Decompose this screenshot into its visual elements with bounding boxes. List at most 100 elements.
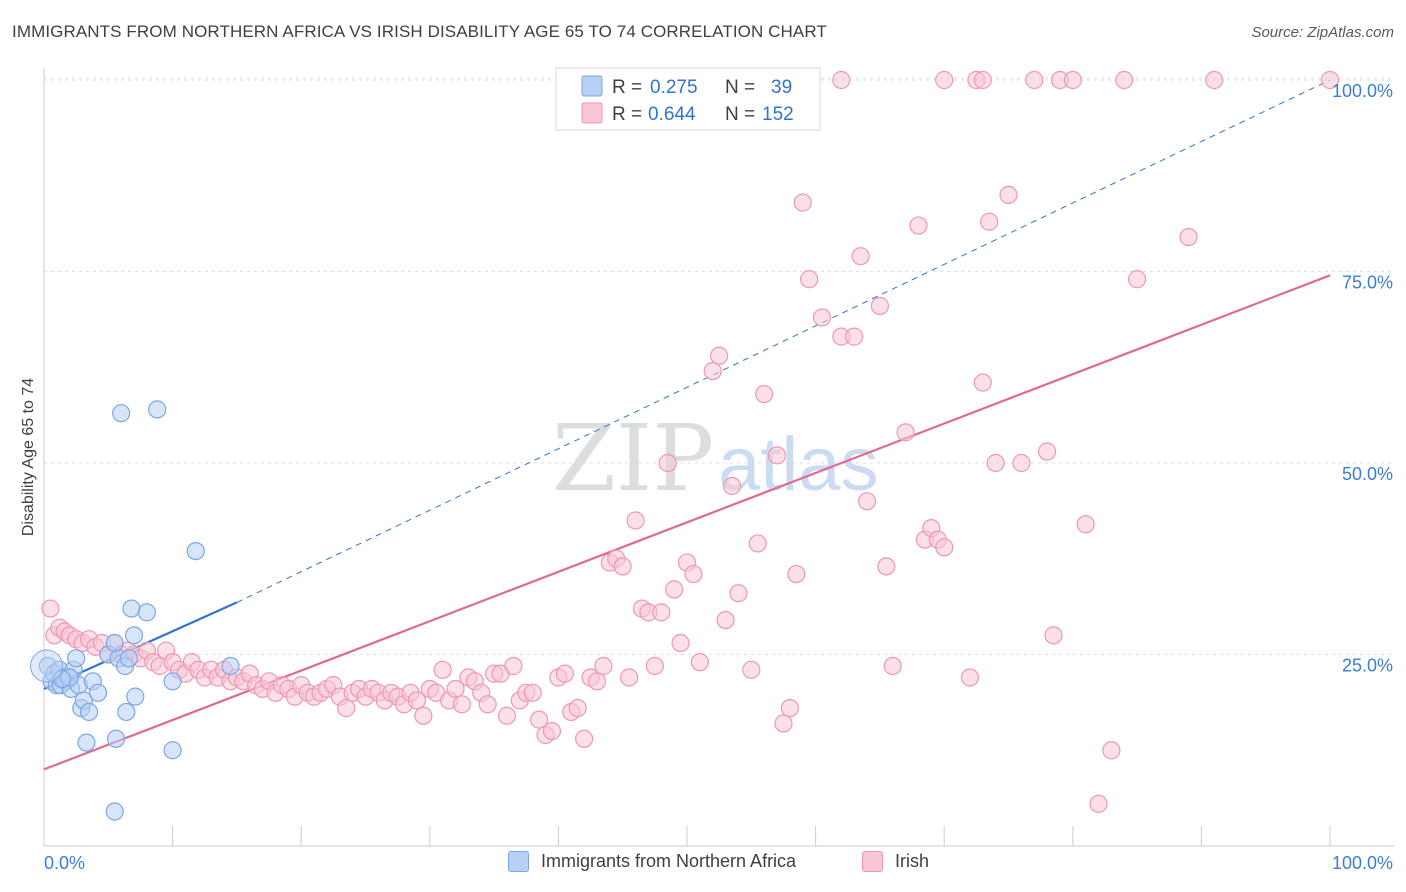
irish-point-148	[1205, 70, 1224, 90]
immigrants-point-11	[67, 649, 86, 668]
legend-r-value-2: 0.644	[648, 104, 696, 125]
legend-n-label-1: N =	[725, 77, 755, 98]
immigrants-point-18	[88, 683, 108, 702]
immigrants-point-32	[148, 400, 167, 419]
irish-point-136	[1012, 453, 1031, 473]
legend-item-immigrants[interactable]: Immigrants from Northern Africa	[508, 851, 796, 872]
immigrants-point-30	[126, 687, 145, 706]
irish-point-92	[626, 511, 645, 530]
y-axis-label: Disability Age 65 to 74	[20, 378, 37, 536]
immigrants-point-31	[137, 603, 156, 622]
x-tick-label-0: 0.0%	[44, 853, 85, 873]
irish-point-97	[658, 453, 677, 473]
irish-point-111	[767, 446, 787, 465]
x-tick-label-100: 100.0%	[1332, 853, 1393, 873]
irish-point-105	[716, 610, 735, 630]
irish-point-116	[800, 270, 819, 289]
legend-r-label-1: R =	[612, 77, 642, 98]
immigrants-point-23	[106, 729, 126, 748]
irish-point-150	[832, 70, 851, 90]
irish-point-79	[542, 721, 562, 741]
y-tick-label-75: 75.0%	[1342, 273, 1393, 293]
y-tick-label-100: 100.0%	[1332, 81, 1393, 101]
immigrants-point-33	[163, 672, 182, 691]
irish-point-137	[1025, 70, 1044, 90]
trend-line-irish	[43, 274, 1331, 771]
irish-point-109	[748, 534, 767, 553]
irish-point-133	[980, 212, 999, 231]
irish-point-125	[896, 423, 915, 442]
irish-point-83	[568, 699, 587, 718]
legend-swatch-irish-bottom	[862, 851, 883, 872]
irish-point-0	[41, 599, 60, 618]
immigrants-point-21	[105, 802, 124, 821]
irish-point-120	[851, 247, 870, 266]
irish-point-95	[645, 656, 664, 676]
irish-point-108	[742, 660, 761, 679]
irish-point-147	[1179, 227, 1198, 247]
irish-point-113	[780, 699, 799, 718]
irish-point-112	[774, 714, 793, 733]
irish-point-102	[690, 653, 709, 672]
source-label: Source: ZipAtlas.com	[1251, 24, 1394, 41]
immigrants-point-large	[30, 649, 64, 683]
irish-point-73	[504, 656, 523, 676]
grid-lines	[44, 77, 1395, 655]
immigrants-point-15	[77, 733, 96, 752]
irish-point-121	[857, 492, 877, 511]
irish-point-62	[433, 660, 452, 679]
irish-point-59	[414, 706, 433, 725]
irish-point-96	[652, 603, 671, 622]
y-tick-label-50: 50.0%	[1342, 464, 1393, 484]
irish-point-98	[665, 580, 684, 599]
legend-n-label-2: N =	[725, 104, 755, 125]
axes	[43, 68, 1395, 847]
irish-point-138	[1037, 442, 1057, 461]
irish-point-153	[973, 70, 992, 90]
irish-point-91	[620, 668, 639, 687]
legend-n-value-2: 152	[762, 104, 794, 125]
legend-swatch-irish	[581, 102, 603, 124]
irish-point-47	[337, 699, 356, 718]
irish-point-101	[684, 564, 703, 584]
immigrants-points	[30, 400, 240, 821]
irish-point-64	[446, 679, 465, 699]
irish-point-126	[909, 216, 928, 235]
irish-point-130	[935, 538, 954, 557]
irish-point-146	[1127, 270, 1147, 289]
irish-point-149	[1320, 70, 1340, 90]
chart-title: IMMIGRANTS FROM NORTHERN AFRICA VS IRISH…	[12, 22, 827, 41]
immigrants-point-35	[186, 541, 205, 561]
irish-point-110	[755, 384, 774, 404]
immigrants-point-36	[221, 656, 240, 676]
irish-point-87	[594, 656, 613, 676]
irish-point-145	[1115, 70, 1134, 90]
watermark: ZIP atlas	[552, 405, 879, 512]
irish-point-65	[452, 695, 472, 714]
immigrants-point-34	[163, 741, 182, 760]
irish-point-143	[1089, 794, 1108, 813]
trend-line-immigrants-extension	[236, 79, 1331, 603]
irish-point-114	[787, 564, 806, 584]
immigrants-point-25	[117, 702, 136, 722]
immigrants-point-20	[105, 633, 124, 653]
irish-point-131	[960, 668, 980, 687]
irish-point-99	[671, 633, 690, 653]
bottom-legend: Immigrants from Northern Africa Irish	[0, 851, 1406, 879]
irish-point-77	[530, 710, 549, 729]
legend-swatch-immigrants	[581, 75, 603, 97]
immigrants-point-24	[112, 404, 131, 423]
immigrants-point-28	[122, 599, 141, 618]
legend-label-immigrants: Immigrants from Northern Africa	[541, 851, 797, 871]
irish-point-104	[710, 346, 729, 365]
y-tick-label-25: 25.0%	[1342, 656, 1393, 676]
watermark-atlas: atlas	[718, 422, 879, 507]
irish-point-124	[883, 656, 902, 676]
y-tick-labels: 25.0% 50.0% 75.0% 100.0%	[1332, 81, 1393, 676]
irish-point-103	[703, 361, 722, 381]
irish-point-144	[1102, 741, 1121, 760]
legend-item-irish[interactable]: Irish	[862, 851, 929, 872]
irish-point-134	[986, 453, 1005, 473]
top-legend: R = 0.275 N = 39 R = 0.644 N = 152	[555, 67, 821, 131]
